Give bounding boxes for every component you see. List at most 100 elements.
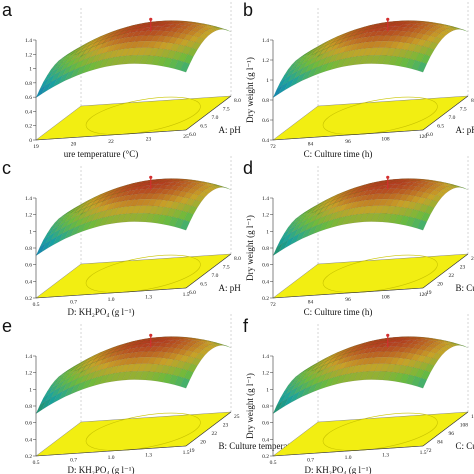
x-tick-label: 19 (426, 290, 432, 296)
y-tick-label: 108 (381, 137, 390, 143)
x-tick-label: 25 (234, 414, 240, 420)
z-tick-label: 1.4 (262, 354, 269, 360)
z-tick-label: 0.4 (25, 279, 32, 285)
panel-letter: c (2, 158, 11, 178)
y-axis-title: D: KH₂PO₄ (g l⁻¹) (68, 465, 135, 474)
x-tick-label: 120 (471, 414, 474, 420)
z-tick-label: 0.2 (25, 454, 32, 460)
y-tick-label: 1.0 (345, 455, 352, 461)
surface-facet (187, 47, 198, 57)
y-axis-line (422, 253, 469, 289)
y-tick-label: 25 (183, 134, 189, 140)
surface-facet (420, 370, 431, 381)
y-tick-label: 22 (108, 139, 114, 145)
design-point-marker (149, 175, 153, 179)
x-axis-title: C: Culture time (456, 441, 474, 451)
surface-facet (420, 54, 431, 65)
surface-facet (439, 188, 450, 194)
y-axis-line (422, 95, 469, 131)
y-tick-label: 1.5 (420, 450, 427, 456)
z-tick-label: 0.2 (25, 124, 32, 130)
x-tick-label: 108 (460, 423, 469, 429)
surface-facet (202, 30, 213, 36)
y-tick-label: 1.5 (183, 450, 190, 456)
y-tick-label: 108 (381, 295, 390, 301)
y-axis-title: D: KH₂PO₄ (g l⁻¹) (68, 307, 135, 317)
z-tick-label: 0.4 (262, 437, 269, 443)
z-tick-label: 1.4 (25, 354, 32, 360)
panel-letter: a (2, 0, 13, 20)
z-tick-label: 0.4 (25, 109, 32, 115)
surface-facet (183, 212, 194, 223)
y-tick-label: 120 (419, 134, 428, 140)
x-tick-label: 23 (223, 423, 229, 429)
panel-e: 0.2 0.4 0.6 0.8 1 1.2 1.4 19 20 22 23 25 0.5 0.7 1.0 1.… (2, 312, 319, 474)
y-axis-line (185, 253, 232, 289)
x-tick-label: 72 (426, 448, 432, 454)
z-tick-label: 0.8 (25, 246, 32, 252)
surface-facet (187, 363, 198, 373)
x-tick-label: 23 (460, 265, 466, 271)
floor-contour (85, 96, 201, 135)
surface-facet (443, 186, 454, 191)
z-tick-label: 1.4 (25, 38, 32, 44)
x-axis-title: A: pH (219, 283, 242, 293)
z-tick-label: 0.2 (25, 296, 32, 302)
x-tick-label: 22 (212, 431, 218, 437)
y-axis-title: D: KH₂PO₄ (g l⁻¹) (305, 465, 372, 474)
x-tick-label: 25 (471, 256, 474, 262)
x-axis-line (35, 287, 187, 299)
y-tick-label: 1.3 (145, 453, 152, 459)
y-tick-label: 84 (308, 300, 314, 306)
z-tick-label: 0.4 (262, 138, 269, 144)
x-tick-label: 96 (449, 431, 455, 437)
x-tick-label: 6.0 (189, 290, 196, 296)
x-tick-label: 7.5 (223, 107, 230, 113)
x-tick-label: 7.0 (212, 273, 219, 279)
floor-contour (85, 412, 201, 451)
z-tick-label: 0.2 (262, 296, 269, 302)
x-tick-label: 22 (449, 273, 455, 279)
z-tick-label: 1.2 (262, 58, 269, 64)
y-tick-label: 1.0 (108, 455, 115, 461)
surface-facet (424, 363, 435, 373)
z-tick-label: 0.2 (262, 454, 269, 460)
panel-letter: b (243, 0, 253, 20)
y-tick-label: 19 (33, 144, 39, 150)
z-tick-label: 1 (266, 78, 269, 84)
y-axis-title: C: Culture time (h) (304, 307, 373, 317)
x-tick-label: 6.5 (200, 124, 207, 130)
x-axis-line (272, 129, 424, 141)
surface-facet (416, 61, 428, 73)
z-tick-label: 0.8 (25, 81, 32, 87)
z-tick-label: 0.8 (262, 246, 269, 252)
x-tick-label: 7.5 (223, 265, 230, 271)
z-tick-label: 1.2 (25, 52, 32, 58)
x-tick-label: 84 (437, 440, 443, 446)
x-tick-label: 7.0 (449, 115, 456, 121)
x-axis-line (272, 445, 424, 457)
panel-letter: d (243, 158, 253, 178)
floor-contour (85, 254, 201, 293)
panel-b: 0.4 0.6 0.8 1 1.2 1.4 6.0 6.5 7.0 7.5 8.0 72 84 96 108… (243, 0, 474, 159)
surface-facet (202, 346, 213, 352)
z-tick-label: 0.4 (25, 437, 32, 443)
x-axis-title: B: Culture temperature (°C) (219, 441, 320, 451)
x-axis-title: A: pH (456, 125, 474, 135)
design-point-marker (149, 17, 153, 21)
x-tick-label: 8.0 (234, 98, 241, 104)
y-tick-label: 1.0 (108, 297, 115, 303)
z-tick-label: 1.2 (262, 213, 269, 219)
y-axis-title: ure temperature (°C) (64, 149, 139, 159)
z-tick-label: 0.4 (262, 279, 269, 285)
surface-facet (179, 377, 191, 389)
surface-facet (179, 219, 191, 231)
surface-facet (424, 205, 435, 215)
z-tick-label: 0.8 (262, 98, 269, 104)
floor-contour (322, 254, 438, 293)
panel-letter: e (2, 316, 12, 336)
z-tick-label: 0.6 (262, 421, 269, 427)
surface-facet (420, 212, 431, 223)
